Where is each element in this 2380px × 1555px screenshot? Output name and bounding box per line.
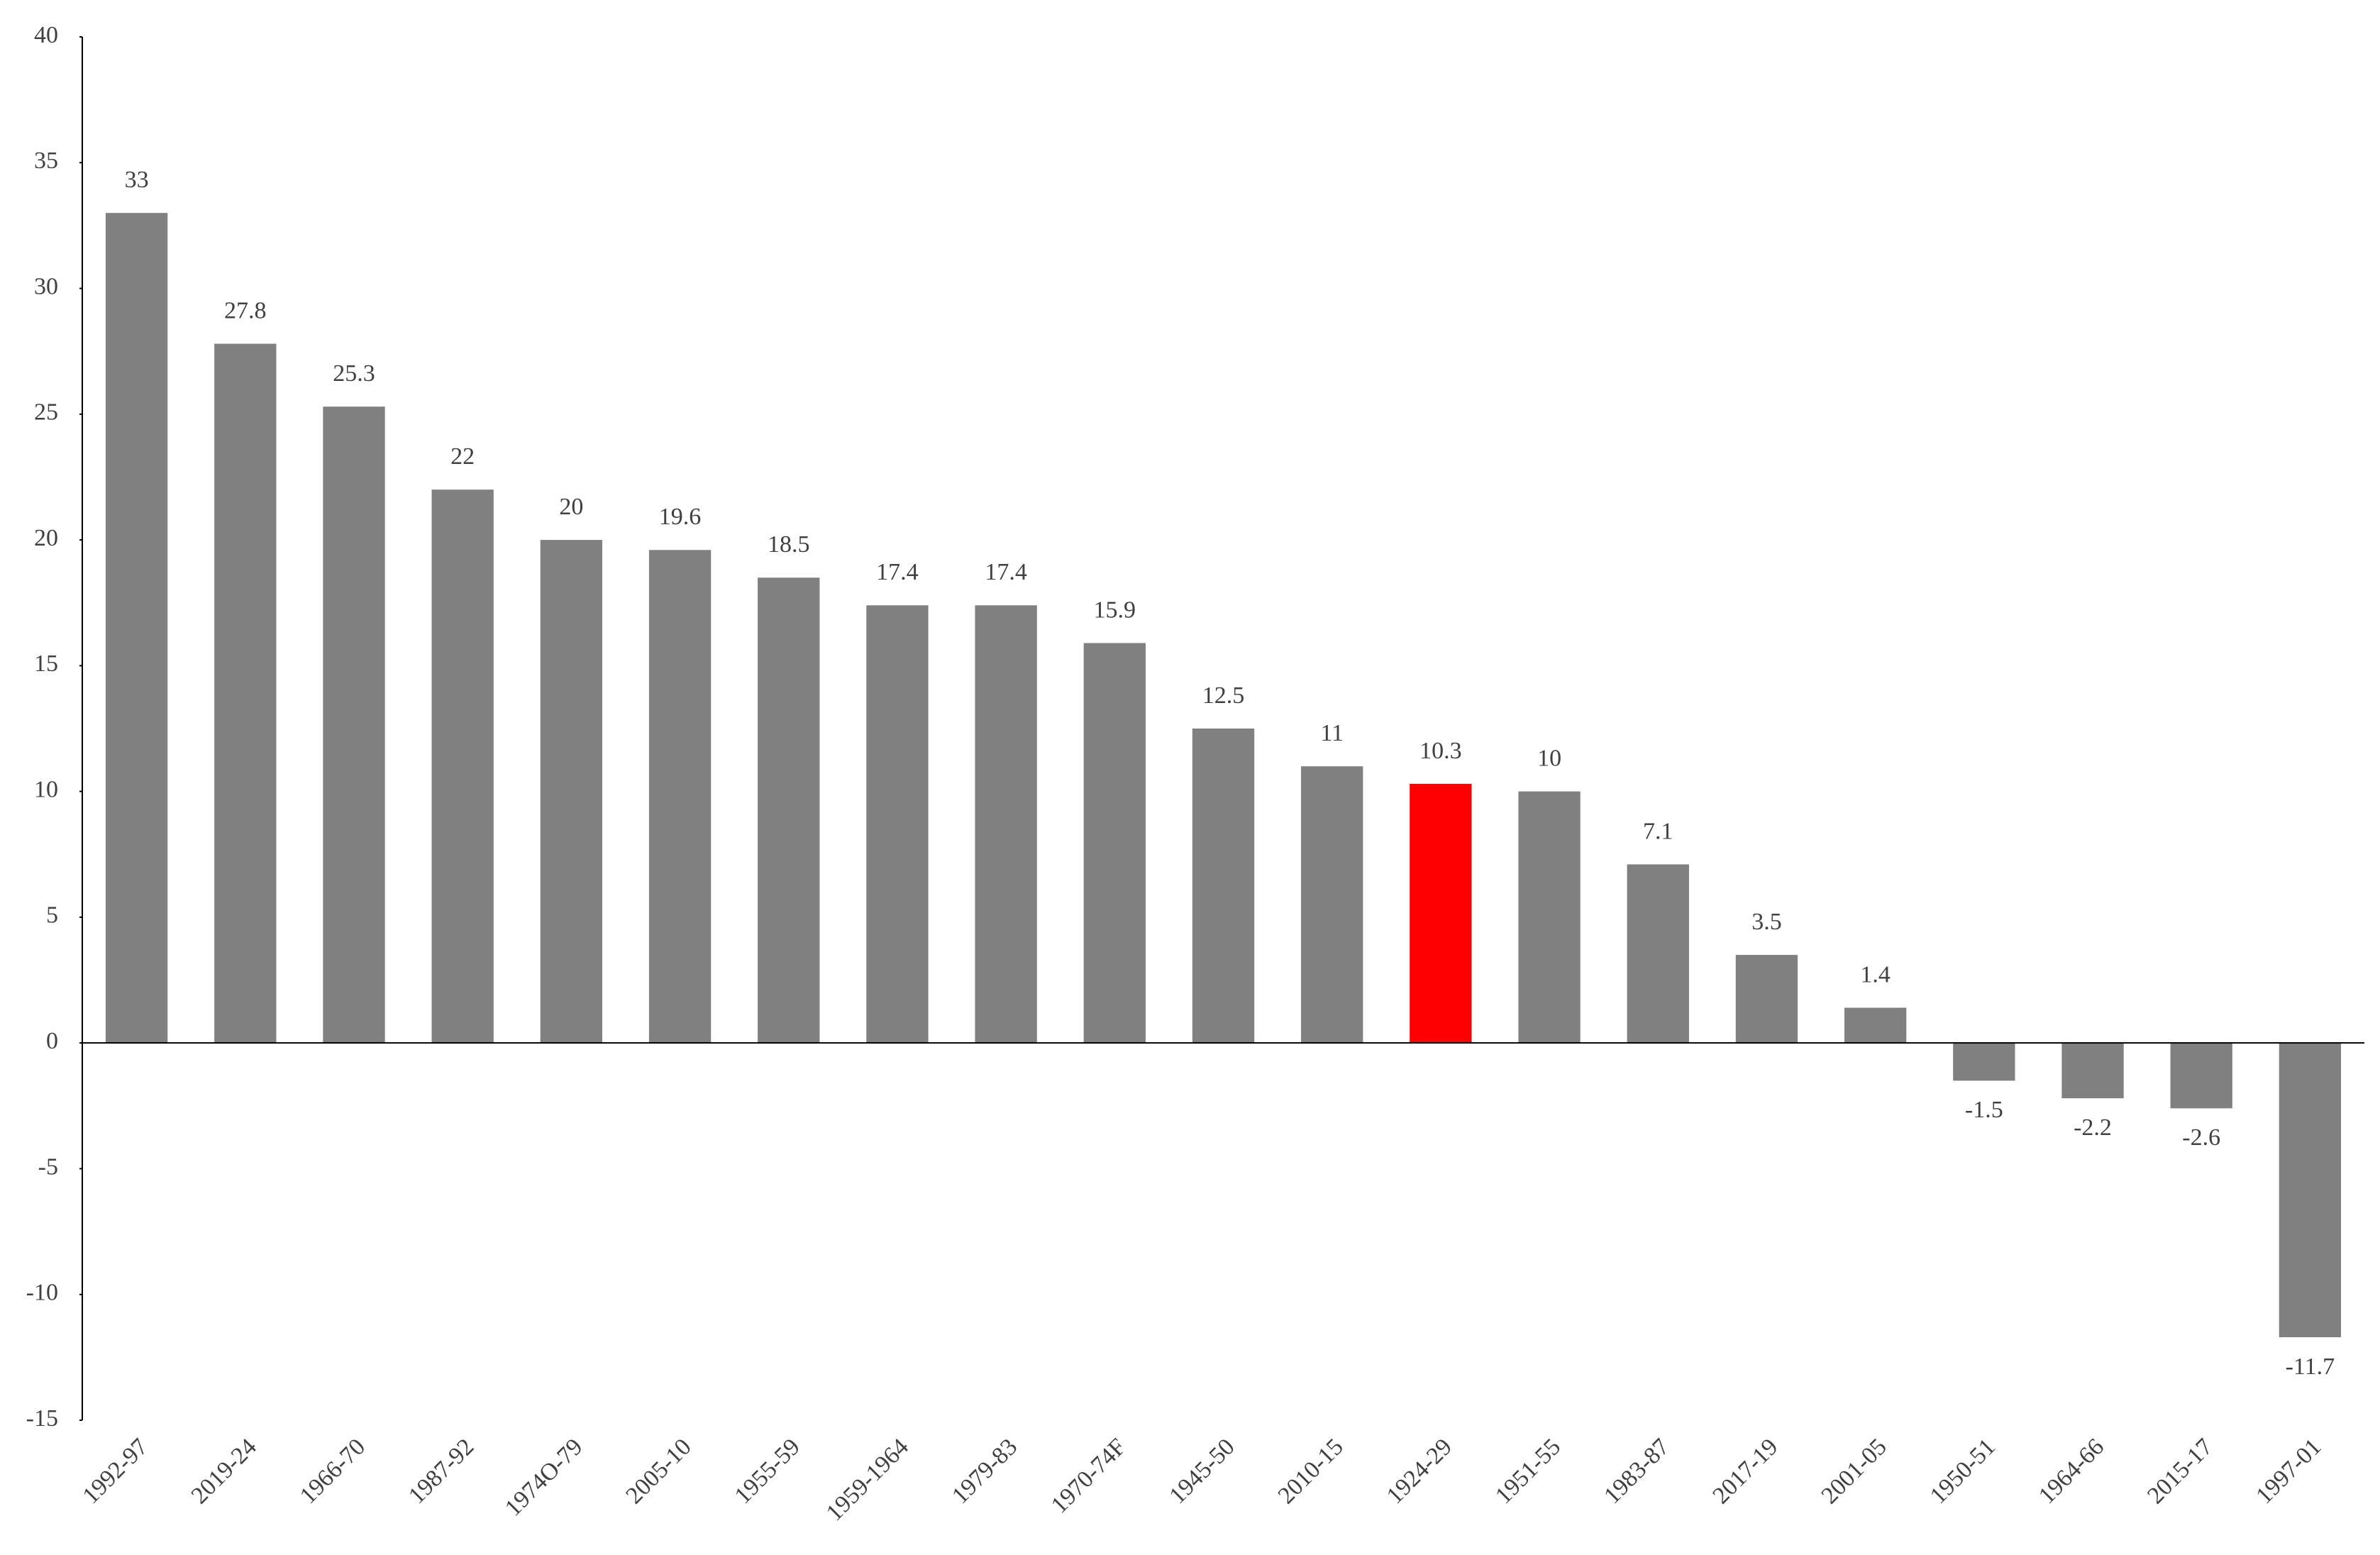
value-label: -11.7: [2286, 1354, 2335, 1380]
bar: [105, 213, 168, 1044]
value-label: 17.4: [876, 559, 919, 585]
value-label: 18.5: [768, 531, 810, 558]
bar: [323, 406, 385, 1044]
y-tick-label: -5: [38, 1153, 58, 1180]
y-tick-label: 15: [34, 651, 58, 677]
bar: [1953, 1043, 2015, 1081]
x-tick-label: 2005-10: [621, 1434, 696, 1509]
value-label: 25.3: [333, 360, 375, 387]
value-label: 22: [450, 443, 475, 470]
y-tick-label: 10: [34, 776, 58, 802]
y-tick-label: 40: [34, 22, 58, 48]
bar: [1844, 1007, 1907, 1044]
x-tick-label: 1950-51: [1925, 1434, 2000, 1509]
x-tick-label: 1924-29: [1382, 1434, 1457, 1509]
value-label: -2.2: [2074, 1114, 2112, 1141]
bar: [2279, 1043, 2342, 1337]
value-label: 15.9: [1094, 597, 1136, 623]
bar: [540, 540, 603, 1044]
x-tick-label: 1987-92: [404, 1434, 479, 1509]
bar: [1192, 729, 1255, 1044]
x-tick-label: 1951-55: [1490, 1434, 1566, 1509]
value-label: 7.1: [1643, 818, 1673, 844]
value-label: 20: [559, 494, 583, 520]
x-tick-label: 2010-15: [1273, 1434, 1349, 1509]
bar: [648, 550, 712, 1044]
x-tick-label: 1966-70: [295, 1434, 370, 1509]
x-tick-label: 1970-74F: [1046, 1434, 1131, 1519]
bar: [1627, 864, 1689, 1044]
value-label: 1.4: [1860, 961, 1891, 987]
x-tick-label: 1964-66: [2034, 1434, 2109, 1509]
x-tick-label: 1955-59: [730, 1434, 805, 1509]
bar: [2170, 1043, 2232, 1109]
value-label: 27.8: [224, 297, 267, 323]
x-tick-label: 1974O-79: [500, 1434, 588, 1522]
bar: [1083, 643, 1146, 1044]
bar: [1518, 791, 1581, 1044]
bar: [1410, 784, 1472, 1044]
y-tick-label: 35: [34, 148, 58, 174]
x-tick-label: 2001-05: [1817, 1434, 1892, 1509]
x-tick-label: 2019-24: [187, 1434, 262, 1509]
bar: [866, 605, 929, 1044]
y-tick-label: -15: [26, 1405, 58, 1432]
value-label: -1.5: [1965, 1097, 2003, 1123]
x-tick-label: 2017-19: [1707, 1434, 1783, 1509]
value-label: 19.6: [659, 504, 702, 530]
bar: [975, 605, 1037, 1044]
y-tick-label: 5: [46, 902, 58, 929]
x-tick-label: 2015-17: [2142, 1434, 2218, 1509]
x-tick-label: 1959-1964: [821, 1434, 914, 1526]
x-tick-label: 1945-50: [1164, 1434, 1239, 1509]
bar: [1735, 955, 1798, 1044]
x-tick-label: 1979-83: [947, 1434, 1022, 1509]
y-tick-label: 0: [46, 1028, 58, 1054]
value-label: 11: [1320, 720, 1344, 746]
x-tick-label: 1992-97: [77, 1434, 153, 1509]
value-label: 17.4: [985, 559, 1027, 585]
value-label: 10.3: [1419, 738, 1462, 764]
y-tick-label: 30: [34, 273, 58, 299]
y-tick-label: -10: [26, 1280, 58, 1306]
value-label: 12.5: [1202, 682, 1245, 709]
y-tick-label: 25: [34, 399, 58, 426]
bar: [214, 343, 277, 1044]
bar: [2061, 1043, 2124, 1099]
value-label: -2.6: [2182, 1124, 2220, 1151]
bar: [1301, 766, 1363, 1044]
y-tick-label: 20: [34, 525, 58, 551]
x-tick-label: 1983-87: [1599, 1434, 1674, 1509]
bar: [431, 489, 494, 1044]
value-label: 3.5: [1751, 909, 1782, 935]
value-label: 33: [125, 167, 149, 193]
value-label: 10: [1537, 745, 1561, 771]
bar: [758, 577, 820, 1044]
x-tick-label: 1997-01: [2251, 1434, 2326, 1509]
